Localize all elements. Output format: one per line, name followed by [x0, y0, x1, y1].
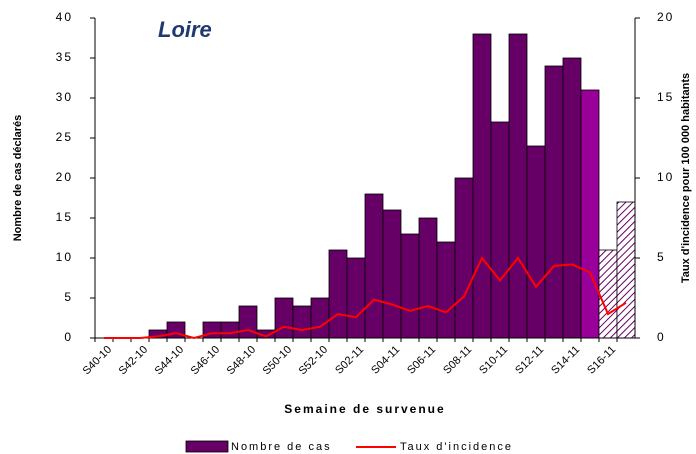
bar	[472, 33, 492, 339]
bar	[436, 241, 456, 339]
bar	[328, 249, 348, 339]
y2-tick-label: 10	[657, 170, 674, 184]
x-tick-label: S02-11	[333, 344, 366, 377]
bar	[454, 177, 474, 339]
y-tick-label: 10	[56, 250, 73, 264]
y-tick-label: 35	[56, 50, 73, 64]
y-tick-label: 30	[56, 90, 73, 104]
y2-tick-label: 0	[657, 330, 666, 344]
bar	[310, 297, 330, 339]
y-axis-label: Nombre de cas déclarés	[12, 115, 24, 242]
bar	[418, 217, 438, 339]
x-tick-label: S50-10	[261, 344, 295, 378]
y2-tick-label: 20	[657, 10, 674, 24]
bar	[364, 193, 384, 339]
y-tick-label: 25	[56, 130, 73, 144]
x-axis-label: Semaine de survenue	[284, 402, 445, 416]
y-tick-label: 20	[56, 170, 73, 184]
x-tick-label: S40-10	[81, 344, 115, 378]
bar	[292, 305, 312, 339]
x-tick-label: S46-10	[189, 344, 223, 378]
x-tick-label: S42-10	[117, 344, 151, 378]
legend-label: Taux d'incidence	[400, 441, 513, 453]
bar	[580, 89, 600, 339]
x-tick-label: S06-11	[405, 344, 438, 377]
y-tick-label: 15	[56, 210, 73, 224]
bar	[526, 145, 546, 339]
x-tick-label: S52-10	[297, 344, 331, 378]
x-tick-label: S44-10	[153, 344, 187, 378]
bar	[508, 33, 528, 339]
chart-title: Loire	[158, 17, 212, 42]
bar	[544, 65, 564, 339]
bar	[346, 257, 366, 339]
x-tick-label: S12-11	[513, 344, 546, 377]
legend-label: Nombre de cas	[231, 441, 332, 453]
x-tick-label: S48-10	[225, 344, 259, 378]
bar	[382, 209, 402, 339]
x-tick-label: S14-11	[549, 344, 582, 377]
legend-swatch	[185, 440, 229, 453]
y-tick-label: 0	[64, 330, 73, 344]
bar	[274, 297, 294, 339]
bar	[220, 321, 240, 339]
bar	[490, 121, 510, 339]
x-tick-label: S04-11	[369, 344, 402, 377]
bar	[562, 57, 582, 339]
incidence-line	[104, 256, 627, 340]
bar	[616, 201, 636, 339]
y2-tick-label: 15	[657, 90, 674, 104]
y2-tick-label: 5	[657, 250, 666, 264]
bar	[598, 249, 618, 339]
y-tick-label: 5	[64, 290, 73, 304]
y2-axis-label: Taux d'incidence pour 100 000 habitants	[680, 73, 692, 283]
x-tick-label: S16-11	[585, 344, 618, 377]
y-tick-label: 40	[56, 10, 73, 24]
x-tick-label: S10-11	[477, 344, 510, 377]
bar	[400, 233, 420, 339]
x-tick-label: S08-11	[441, 344, 474, 377]
